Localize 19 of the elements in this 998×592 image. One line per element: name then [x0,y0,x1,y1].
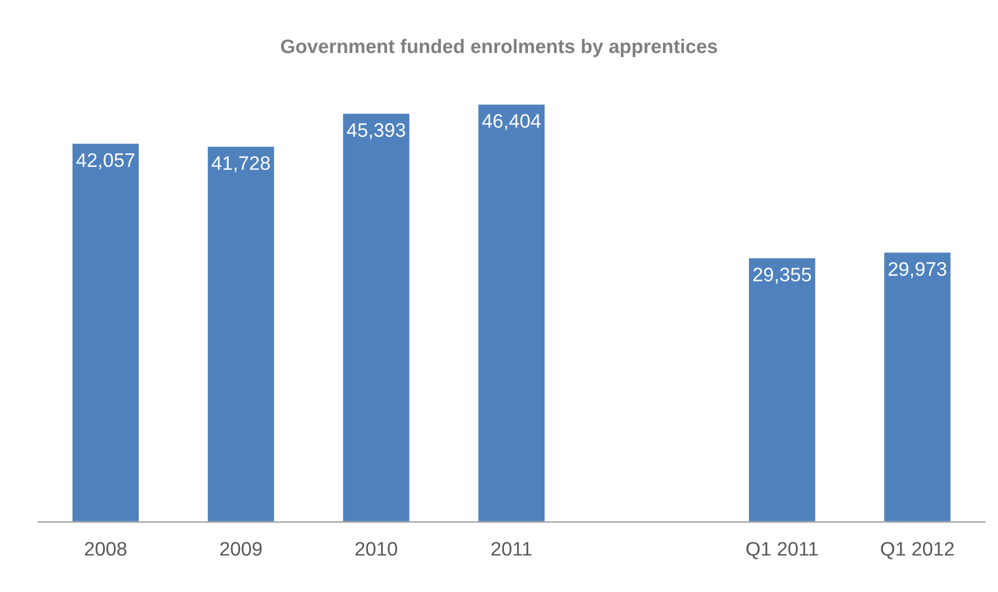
bar [882,251,952,522]
data-label: 46,404 [482,114,541,130]
chart-title: Government funded enrolments by apprentices [281,38,718,58]
data-label: 29,355 [753,268,811,284]
data-label: 41,728 [212,156,270,172]
bar [206,145,276,522]
data-label: 29,973 [888,262,946,278]
x-tick-label: Q1 2011 [746,542,818,560]
data-label: 45,393 [346,123,406,140]
x-tick-label: 2009 [220,542,262,556]
bar [748,256,817,522]
x-tick-label: Q1 2012 [880,542,954,560]
bar [71,142,140,522]
x-tick-label: 2008 [84,542,126,556]
bar [342,112,411,522]
x-tick-label: 2011 [492,542,532,556]
data-label: 42,057 [76,153,134,170]
bar [476,103,546,522]
x-tick-label: 2010 [356,542,398,556]
